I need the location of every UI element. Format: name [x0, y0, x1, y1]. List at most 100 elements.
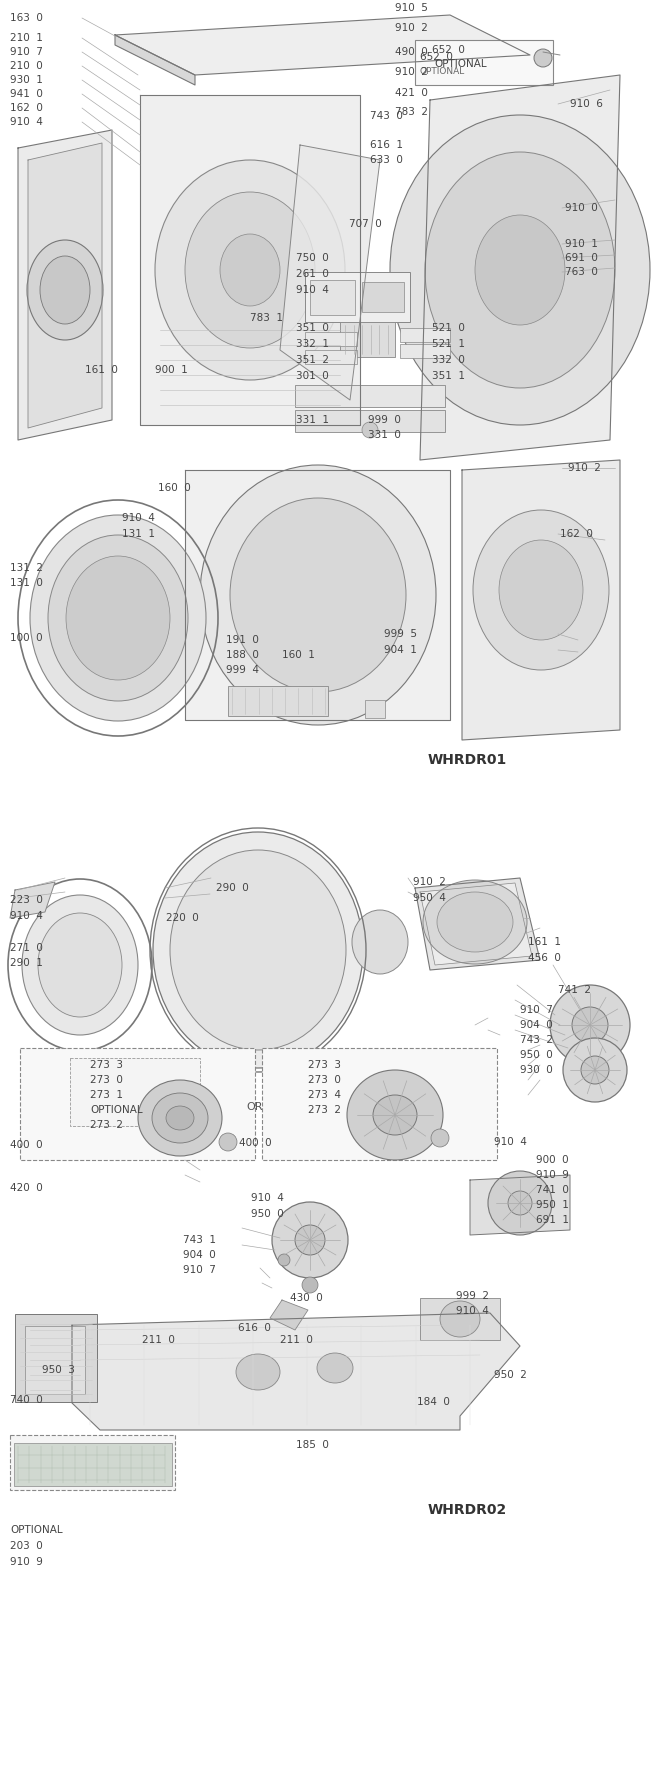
Text: 941  0: 941 0: [10, 89, 43, 99]
Text: 421  0: 421 0: [395, 89, 428, 97]
Text: OPTIONAL: OPTIONAL: [90, 1106, 142, 1115]
Ellipse shape: [475, 214, 565, 324]
Bar: [295, 409, 445, 432]
Text: 100  0: 100 0: [10, 633, 43, 643]
Ellipse shape: [302, 1278, 318, 1294]
Text: 273  2: 273 2: [90, 1120, 123, 1131]
Text: 273  3: 273 3: [90, 1060, 123, 1070]
Text: 616  0: 616 0: [238, 1324, 271, 1333]
Ellipse shape: [563, 1038, 627, 1102]
Text: 521  0: 521 0: [432, 323, 465, 333]
Text: 301  0: 301 0: [296, 370, 329, 381]
Ellipse shape: [431, 1129, 449, 1146]
Ellipse shape: [534, 50, 552, 67]
Ellipse shape: [550, 985, 630, 1065]
Text: 203  0: 203 0: [10, 1542, 43, 1550]
Text: 743  0: 743 0: [370, 112, 403, 120]
Text: 273  2: 273 2: [308, 1106, 341, 1115]
Ellipse shape: [185, 191, 315, 347]
Text: 616  1: 616 1: [370, 140, 403, 151]
Text: 750  0: 750 0: [296, 253, 329, 262]
Text: OR: OR: [246, 1102, 262, 1113]
Ellipse shape: [352, 911, 408, 975]
Bar: [305, 271, 410, 323]
Ellipse shape: [200, 464, 436, 725]
Text: 930  1: 930 1: [10, 74, 43, 85]
Text: 910  7: 910 7: [520, 1005, 553, 1015]
Bar: [70, 1058, 200, 1125]
Polygon shape: [10, 882, 55, 918]
Text: 210  0: 210 0: [10, 60, 43, 71]
Text: 163  0: 163 0: [10, 12, 43, 23]
Polygon shape: [270, 1301, 308, 1331]
Text: 430  0: 430 0: [290, 1294, 323, 1302]
Text: 652  0: 652 0: [420, 51, 453, 62]
Ellipse shape: [236, 1354, 280, 1389]
Bar: [340, 323, 395, 356]
Text: 185  0: 185 0: [296, 1441, 329, 1449]
Text: 160  0: 160 0: [158, 484, 191, 493]
Ellipse shape: [153, 833, 363, 1069]
Text: 950  3: 950 3: [42, 1364, 75, 1375]
Text: 161  1: 161 1: [528, 937, 561, 946]
Bar: [310, 280, 355, 315]
Text: 490  0: 490 0: [395, 48, 428, 57]
Ellipse shape: [230, 498, 406, 693]
Text: 783  1: 783 1: [250, 314, 283, 323]
Ellipse shape: [423, 881, 527, 964]
Text: 910  2: 910 2: [395, 67, 428, 76]
Text: 910  4: 910 4: [10, 117, 43, 128]
Text: 456  0: 456 0: [528, 953, 561, 962]
Text: 783  2: 783 2: [395, 106, 428, 117]
Text: 910  9: 910 9: [536, 1170, 569, 1180]
Bar: [400, 344, 450, 358]
Ellipse shape: [27, 239, 103, 340]
Ellipse shape: [138, 1079, 222, 1155]
Text: 273  3: 273 3: [308, 1060, 341, 1070]
Polygon shape: [140, 96, 360, 425]
Ellipse shape: [166, 1106, 194, 1131]
Text: 351  0: 351 0: [296, 323, 329, 333]
Text: 211  0: 211 0: [142, 1334, 175, 1345]
Text: 652  0: 652 0: [432, 44, 465, 55]
Text: 420  0: 420 0: [10, 1184, 43, 1193]
Bar: [25, 1325, 85, 1395]
Text: 131  0: 131 0: [10, 578, 43, 588]
Text: 400  0: 400 0: [239, 1138, 272, 1148]
Text: 521  1: 521 1: [432, 338, 465, 349]
Polygon shape: [18, 129, 112, 439]
Polygon shape: [115, 35, 195, 85]
Text: 351  2: 351 2: [296, 354, 329, 365]
Text: 707  0: 707 0: [349, 220, 382, 229]
Text: 904  1: 904 1: [384, 645, 417, 656]
Ellipse shape: [473, 510, 609, 670]
Ellipse shape: [40, 255, 90, 324]
Text: 162  0: 162 0: [10, 103, 43, 113]
Text: 223  0: 223 0: [10, 895, 43, 905]
Text: 160  1: 160 1: [282, 650, 315, 659]
Text: OPTIONAL: OPTIONAL: [10, 1526, 62, 1535]
Text: OPTIONAL: OPTIONAL: [434, 58, 487, 69]
Text: 162  0: 162 0: [560, 530, 593, 539]
Text: 999  5: 999 5: [384, 629, 417, 640]
Text: 691  1: 691 1: [536, 1216, 569, 1224]
Text: 904  0: 904 0: [520, 1021, 553, 1030]
Bar: [362, 282, 404, 312]
Text: 331  1: 331 1: [296, 415, 329, 425]
Text: 910  2: 910 2: [568, 462, 601, 473]
Text: 400  0: 400 0: [10, 1139, 43, 1150]
Bar: [305, 331, 357, 346]
Text: 910  7: 910 7: [183, 1265, 216, 1276]
Polygon shape: [185, 470, 450, 719]
Bar: [400, 328, 450, 342]
Text: 271  0: 271 0: [10, 943, 43, 953]
Text: 332  0: 332 0: [432, 354, 465, 365]
Text: 290  0: 290 0: [216, 882, 249, 893]
Text: 273  1: 273 1: [90, 1090, 123, 1100]
Text: WHRDR01: WHRDR01: [428, 753, 507, 767]
Text: 910  2: 910 2: [395, 23, 428, 34]
Text: 273  0: 273 0: [308, 1076, 341, 1084]
Text: 910  4: 910 4: [251, 1193, 284, 1203]
Ellipse shape: [170, 851, 346, 1051]
Text: 910  4: 910 4: [10, 911, 43, 921]
